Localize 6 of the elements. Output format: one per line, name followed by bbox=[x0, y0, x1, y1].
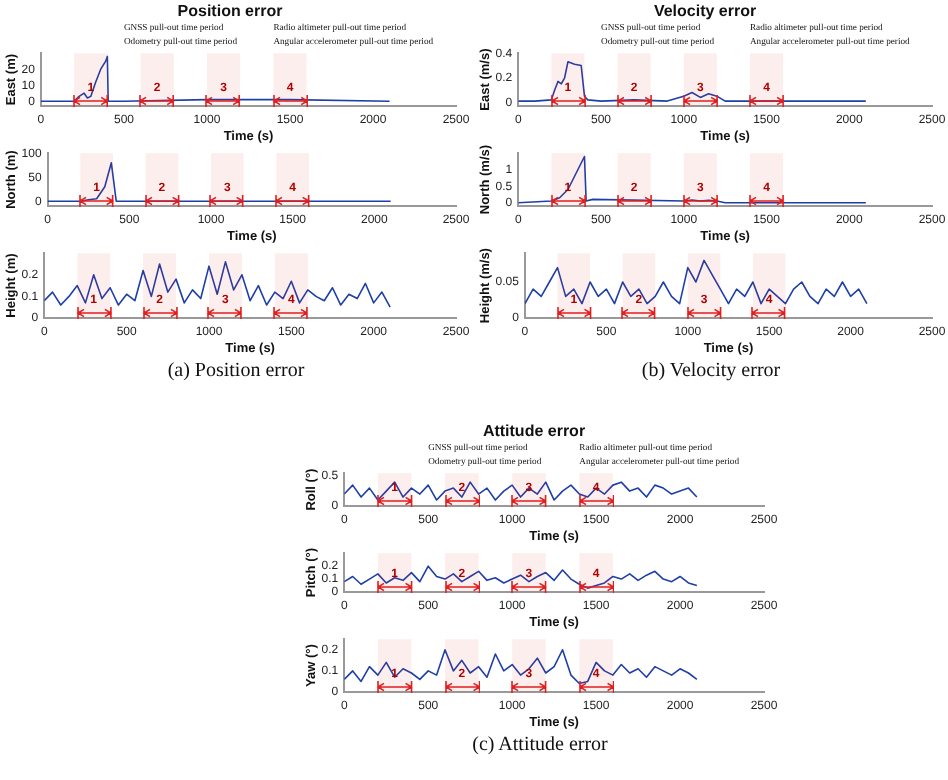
text: (c) Attitude error bbox=[470, 734, 610, 756]
chart-title: Attitude error bbox=[482, 422, 586, 441]
chart-title: Position error bbox=[177, 2, 283, 21]
text: (b) Velocity error bbox=[639, 360, 783, 382]
text: (a) Position error bbox=[165, 360, 307, 382]
chart-title: Velocity error bbox=[653, 2, 757, 21]
